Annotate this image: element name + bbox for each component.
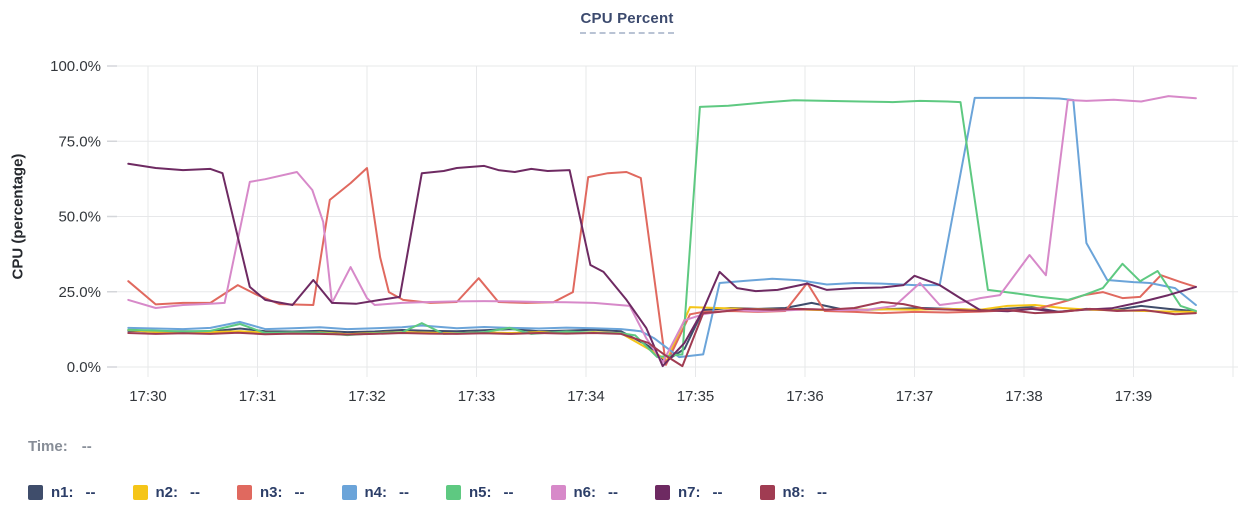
time-readout-label: Time: [28,438,68,455]
legend-label-n6: n6: [573,484,597,501]
series-line-n7 [127,162,1197,368]
time-readout-value: -- [81,438,92,455]
legend-item-n6[interactable]: n6: -- [550,484,618,501]
legend-item-n7[interactable]: n7: -- [655,484,723,501]
legend-swatch-n6 [550,485,566,500]
y-tick-label: 75.0% [58,133,101,150]
legend-label-n7: n7: [678,484,701,501]
legend-value-n4: -- [399,484,409,501]
legend-value-n5: -- [503,484,514,501]
x-tick-label: 17:30 [129,388,167,405]
time-readout: Time: -- [28,438,92,455]
chart-legend: n1: -- n2: -- n3: -- n4: -- n5: -- n6: -- n7: -- n8: -- [28,484,827,501]
legend-swatch-n1 [28,485,43,500]
y-tick-label: 0.0% [67,359,101,376]
x-tick-label: 17:34 [567,388,605,405]
legend-item-n1[interactable]: n1: -- [28,484,96,501]
legend-label-n4: n4: [364,484,388,501]
series-line-n3 [127,167,1197,366]
x-tick-label: 17:31 [239,388,277,405]
legend-label-n2: n2: [155,484,179,501]
legend-swatch-n7 [655,485,670,500]
legend-value-n6: -- [608,484,618,501]
series-line-n8 [127,301,1197,368]
legend-value-n8: -- [817,484,827,501]
legend-label-n5: n5: [469,484,492,501]
legend-item-n4[interactable]: n4: -- [341,484,409,501]
legend-swatch-n3 [237,485,252,500]
x-tick-label: 17:39 [1115,388,1153,405]
series-line-n5 [127,99,1197,359]
legend-swatch-n4 [341,485,357,500]
chart-title[interactable]: CPU Percent [580,10,674,34]
legend-label-n3: n3: [260,484,283,501]
legend-value-n3: -- [294,484,305,501]
legend-value-n1: -- [85,484,96,501]
series-line-n6 [127,95,1197,364]
x-tick-label: 17:38 [1005,388,1043,405]
x-tick-label: 17:36 [786,388,824,405]
x-tick-label: 17:33 [458,388,496,405]
legend-item-n3[interactable]: n3: -- [237,484,305,501]
legend-item-n2[interactable]: n2: -- [132,484,200,501]
legend-value-n7: -- [712,484,723,501]
chart-header: CPU Percent [0,10,1254,34]
y-tick-label: 100.0% [50,58,101,75]
legend-swatch-n5 [446,485,461,500]
legend-item-n8[interactable]: n8: -- [759,484,827,501]
legend-label-n8: n8: [782,484,806,501]
legend-item-n5[interactable]: n5: -- [446,484,514,501]
legend-label-n1: n1: [51,484,74,501]
cpu-percent-chart[interactable]: 0.0% 25.0% 50.0% 75.0% 100.0% 17:30 17:31 17:32… [0,0,1254,425]
x-tick-label: 17:37 [896,388,934,405]
series-line-n4 [127,96,1197,359]
y-tick-label: 25.0% [58,284,101,301]
legend-value-n2: -- [190,484,200,501]
legend-swatch-n8 [759,485,775,500]
x-tick-label: 17:32 [348,388,386,405]
y-tick-label: 50.0% [58,209,101,226]
x-tick-label: 17:35 [677,388,715,405]
legend-swatch-n2 [132,485,148,500]
plot-area[interactable] [113,66,1238,367]
